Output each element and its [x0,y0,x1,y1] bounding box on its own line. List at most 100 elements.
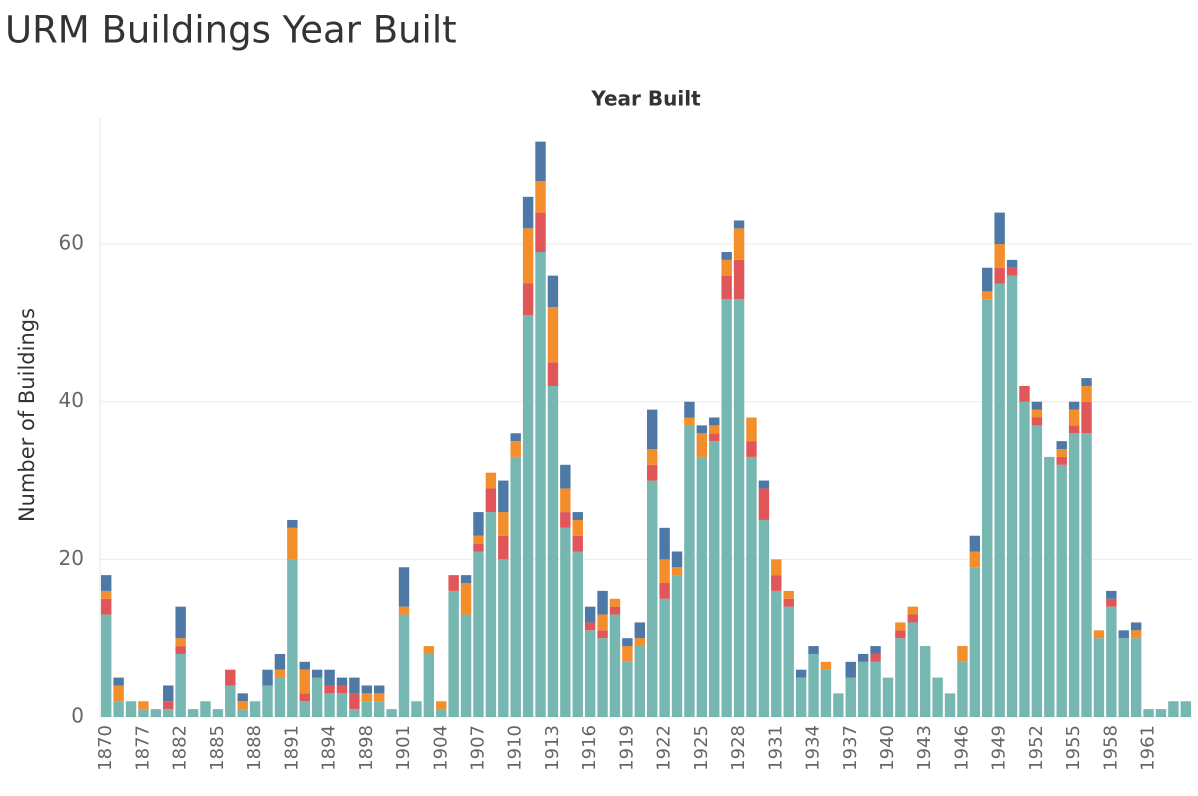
bar-segment [1081,433,1092,717]
bar-segment [1093,630,1105,639]
bar-segment [336,685,348,694]
bar-segment [969,551,981,568]
bar-segment [200,701,211,717]
bar-segment [1093,638,1105,717]
bar-segment [634,638,646,647]
bar-segment [522,228,534,284]
x-tick-label: 1934 [803,725,824,771]
bar-segment [870,661,881,717]
bar-segment [1056,456,1067,465]
bar-segment [1068,425,1080,434]
bar-segment [907,614,919,623]
bar-segment [398,567,410,607]
bar-segment [1081,385,1092,402]
bar-segment [646,464,658,481]
bar-segment [473,543,484,552]
bar-segment [733,259,745,300]
bar-segment [1056,464,1067,717]
bar-segment [684,425,695,717]
bar-segment [324,693,335,717]
bar-segment [448,590,459,717]
bar-segment [597,630,608,639]
bar-segment [510,441,521,457]
bar-segment [249,701,261,717]
bar-segment [287,519,298,528]
bar-segment [709,417,720,426]
bar-segment [758,480,770,489]
bar-segment [895,622,906,631]
bar-segment [560,512,571,528]
bar-segment [324,669,335,686]
bar-segment [100,575,112,591]
bar-segment [460,614,472,717]
bar-segment [895,630,906,639]
bar-segment [1106,598,1117,607]
bar-segment [646,449,658,465]
bar-segment [1056,441,1067,450]
bar-segment [100,598,112,615]
bar-segment [448,575,459,591]
x-tick-label: 1949 [989,725,1010,771]
x-tick-label: 1885 [207,725,228,771]
bar-segment [1168,701,1179,717]
bar-segment [336,693,348,717]
bar-segment [1118,630,1129,639]
bar-segment [373,693,385,702]
bar-segment [932,677,943,717]
bar-segment [982,267,993,292]
bar-segment [1006,275,1018,717]
bar-segment [709,433,720,442]
bar-segment [311,669,323,678]
bar-segment [113,677,124,686]
bar-segment [498,480,509,513]
x-tick-label: 1922 [654,725,675,771]
bar-segment [1031,425,1043,717]
bar-segment [1118,638,1129,717]
bar-segment [485,488,497,513]
bar-segment [150,709,162,717]
bar-segment [274,653,286,670]
bar-segment [398,606,410,615]
bar-segment [163,685,174,702]
bar-segment [138,701,149,710]
bar-segment [373,701,385,717]
bar-segment [175,638,186,647]
bar-segment [299,661,310,670]
bar-segment [609,598,621,607]
bar-segment [473,535,484,544]
x-tick-label: 1904 [430,725,451,771]
bar-segment [857,653,869,662]
bar-segment [1019,401,1030,717]
bar-segment [125,701,137,717]
bar-segment [436,701,447,710]
bar-segment [1031,417,1043,426]
bar-segment [671,551,683,568]
bar-segment [138,709,149,717]
bar-segment [163,709,174,717]
bar-segment [994,283,1005,717]
bar-segment [634,622,646,639]
bar-segment [473,551,484,717]
bar-segment [907,622,919,717]
bar-segment [659,559,670,584]
bar-segment [1006,267,1018,276]
bar-segment [622,661,633,717]
bar-segment [1031,409,1043,418]
bar-segment [113,701,124,717]
bar-segment [113,685,124,702]
bar-segment [969,535,981,552]
bar-segment [212,709,224,717]
bar-segment [820,669,832,717]
x-tick-label: 1955 [1063,725,1084,771]
bar-segment [696,456,708,717]
bar-segment [237,693,248,702]
y-axis-label: Number of Buildings [15,308,39,522]
bar-segment [895,638,906,717]
bar-segment [535,141,546,182]
bar-segment [671,567,683,576]
x-tick-label: 1928 [728,725,749,771]
bar-segment [944,693,956,717]
bar-segment [870,653,881,662]
x-tick-label: 1898 [356,725,377,771]
bar-segment [560,488,571,513]
